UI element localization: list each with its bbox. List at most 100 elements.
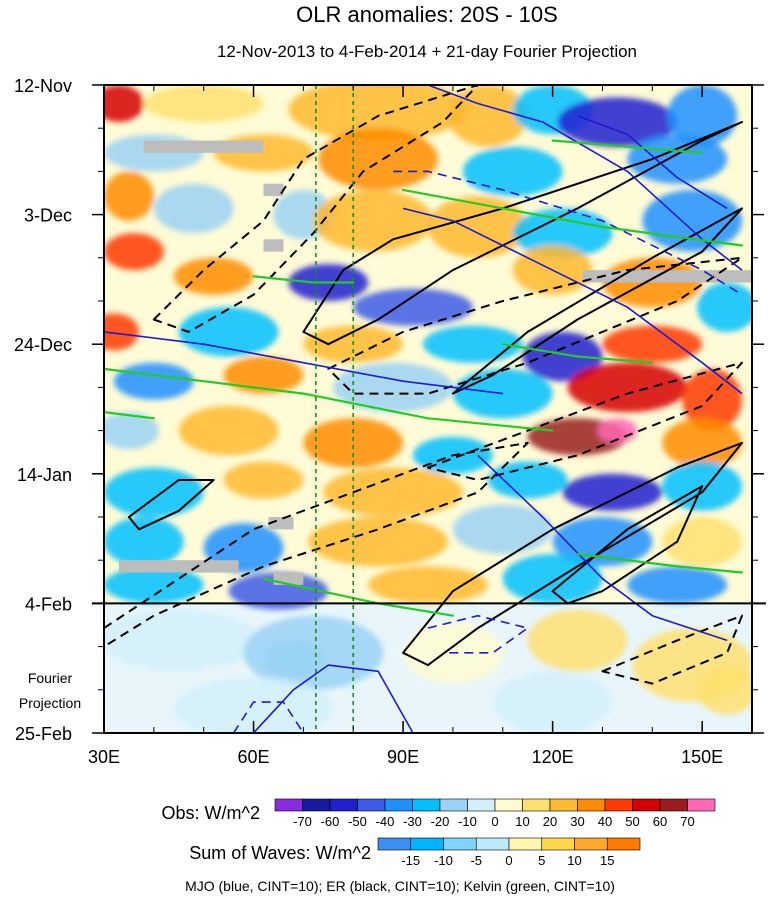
x-tick-label: 150E	[681, 747, 723, 767]
colorbar-tick-label: 0	[505, 853, 512, 868]
anomaly-patch	[597, 418, 638, 443]
kelvin-contour	[104, 367, 554, 432]
kelvin-contour	[551, 139, 704, 154]
mjo-contour	[104, 331, 503, 395]
anomaly-patch	[562, 473, 663, 511]
projection-label-line1: Fourier	[28, 670, 73, 686]
colorbar-box	[577, 798, 606, 812]
colorbar-box	[541, 837, 575, 851]
chart-subtitle: 12-Nov-2013 to 4-Feb-2014 + 21-day Fouri…	[217, 42, 637, 61]
colorbar-box	[687, 798, 716, 812]
anomaly-patch	[104, 412, 159, 450]
er-contour	[104, 441, 529, 648]
anomaly-patch	[104, 313, 139, 351]
colorbar-tick-label: -10	[434, 853, 453, 868]
anomaly-patch	[452, 504, 553, 555]
x-tick-label: 60E	[238, 747, 270, 767]
x-tick-label: 120E	[532, 747, 574, 767]
mjo-contours	[104, 85, 743, 733]
anomaly-patch	[697, 282, 752, 332]
colorbar-box	[508, 837, 543, 851]
er-contour	[327, 256, 743, 395]
y-axis: 12-Nov 3-Dec 24-Dec 14-Jan 4-Feb 25-Feb	[14, 76, 764, 744]
anomaly-patch	[308, 517, 448, 567]
anomaly-patch	[492, 671, 613, 733]
anomaly-patch	[567, 362, 688, 413]
colorbar-box	[302, 798, 331, 812]
anomaly-patch	[104, 85, 144, 123]
anomaly-patch	[303, 418, 404, 468]
anomaly-patch	[428, 196, 528, 258]
mjo-contour	[402, 207, 743, 395]
colorbar-box	[412, 798, 441, 812]
colorbar-tick-label: -10	[458, 814, 477, 829]
missing-data-block	[118, 560, 239, 573]
kelvin-contour	[104, 411, 155, 420]
kelvin-contour	[252, 275, 355, 284]
anomaly-patch	[178, 405, 279, 456]
anomaly-patch	[333, 362, 453, 413]
anomaly-patch	[627, 134, 728, 184]
anomaly-patch	[313, 189, 433, 252]
kelvin-contour	[576, 552, 744, 574]
er-contour	[152, 85, 479, 333]
colorbar-tick-label: -50	[348, 814, 367, 829]
obs-colorbar: -70 -60 -50 -40 -30 -20 -10 0 10 20 30 40 50 60 70	[274, 798, 716, 829]
mjo-contour	[232, 701, 305, 733]
colorbar-box	[274, 798, 303, 812]
anomaly-patch	[113, 362, 194, 400]
colorbar-box	[329, 798, 358, 812]
er-contour	[427, 361, 743, 481]
colorbar-box	[574, 837, 608, 851]
colorbar-tick-label: 15	[600, 853, 614, 868]
anomaly-patch	[203, 523, 284, 573]
anomaly-patch	[223, 461, 304, 499]
mjo-contour	[393, 170, 743, 296]
anomaly-patch	[104, 609, 259, 672]
plot-frame	[103, 84, 753, 734]
er-contour	[601, 614, 743, 685]
colorbar-box	[475, 837, 510, 851]
anomaly-patch	[153, 183, 234, 234]
y-tick-label: 25-Feb	[15, 724, 72, 744]
colorbar-box	[604, 798, 633, 812]
projection-label-line2: Projection	[19, 695, 81, 711]
colorbar-tick-label: 40	[598, 814, 612, 829]
colorbar-tick-label: -5	[470, 853, 482, 868]
anomaly-patch	[323, 467, 463, 517]
anomaly-patch	[318, 128, 438, 190]
y-tick-label: 3-Dec	[24, 206, 72, 226]
anomaly-patch	[602, 325, 703, 363]
anomaly-patch	[353, 288, 473, 326]
anomaly-patch	[662, 418, 743, 468]
colorbar-box	[659, 798, 688, 812]
colorbar-tick-label: 10	[515, 814, 529, 829]
x-axis: 30E 60E 90E 120E 150E	[88, 85, 753, 767]
colorbar-box	[357, 798, 386, 812]
er-contour	[451, 207, 743, 395]
anomaly-patch	[173, 677, 334, 733]
plot-area	[104, 85, 752, 733]
colorbar-tick-label: 10	[567, 853, 581, 868]
colorbar-tick-label: 50	[625, 814, 639, 829]
er-contour	[402, 441, 743, 667]
colorbar-tick-label: -40	[376, 814, 395, 829]
colorbar-tick-label: -30	[403, 814, 422, 829]
mjo-contour	[577, 115, 728, 210]
anomaly-patch	[527, 609, 628, 672]
colorbar-box	[377, 837, 412, 851]
mjo-contour	[427, 614, 529, 654]
colorbar-box	[467, 798, 496, 812]
anomaly-patch	[143, 85, 264, 123]
anomaly-patch	[104, 566, 204, 604]
missing-data-block	[582, 270, 752, 283]
colorbar-tick-label: -15	[401, 853, 420, 868]
reference-lines	[315, 85, 355, 733]
mjo-contour	[427, 85, 743, 271]
y-tick-label: 4-Feb	[25, 594, 72, 614]
missing-data-block	[263, 239, 284, 252]
anomaly-patch	[697, 665, 752, 715]
anomaly-patch	[682, 368, 743, 431]
waves-colorbar-label: Sum of Waves: W/m^2	[189, 843, 371, 863]
chart-title: OLR anomalies: 20S - 10S	[296, 2, 558, 27]
